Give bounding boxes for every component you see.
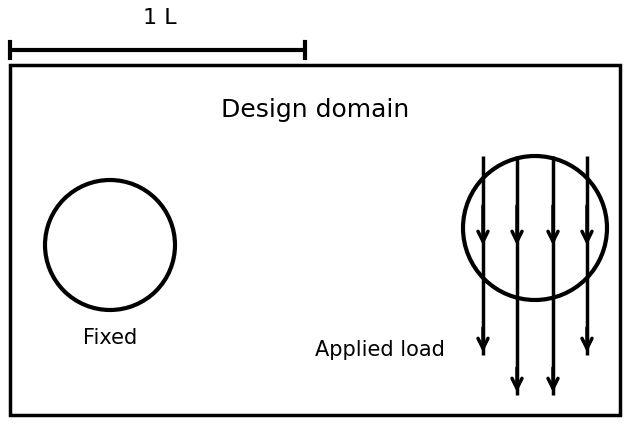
Text: Fixed: Fixed xyxy=(83,328,137,348)
Text: 1 L: 1 L xyxy=(143,8,177,28)
Text: Applied load: Applied load xyxy=(315,340,445,360)
Text: Design domain: Design domain xyxy=(221,98,409,122)
Circle shape xyxy=(463,156,607,300)
Bar xyxy=(10,65,620,415)
Circle shape xyxy=(45,180,175,310)
